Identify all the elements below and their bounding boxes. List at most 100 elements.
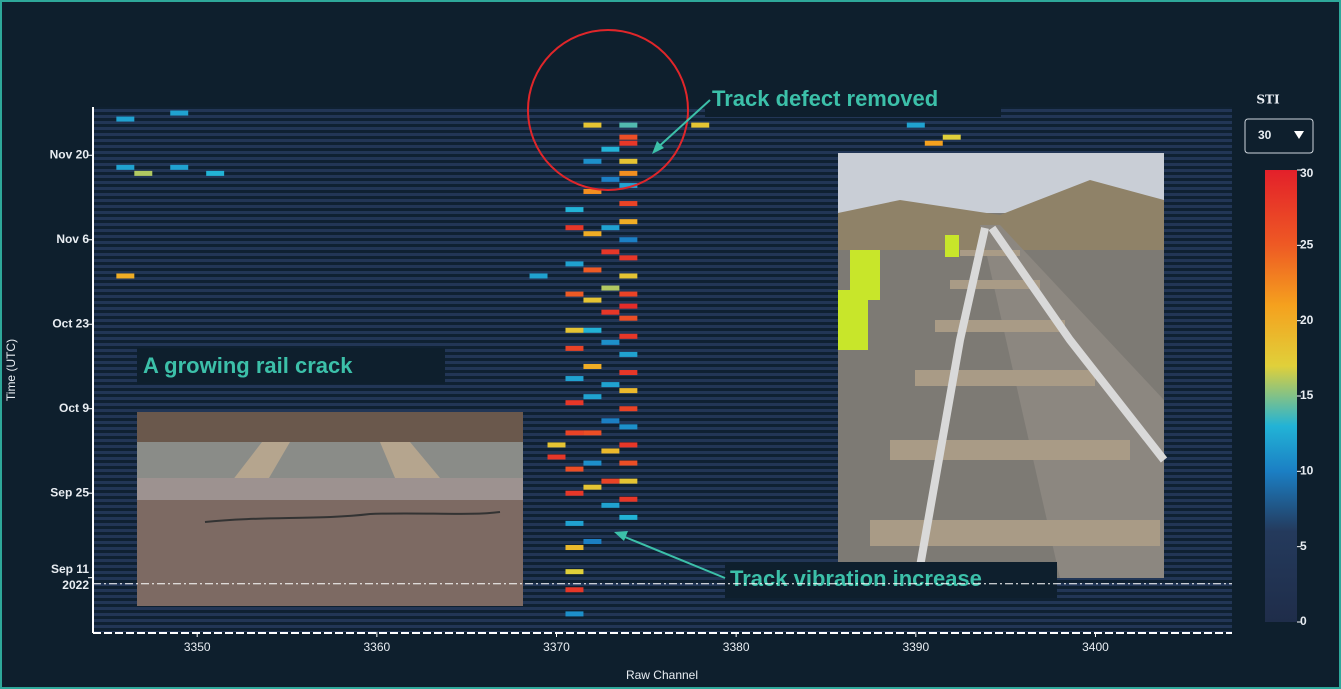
heat-cell (619, 182, 638, 188)
heat-cell (116, 164, 135, 170)
colorbar-tick-label: 10 (1300, 464, 1314, 478)
photo-track (838, 153, 1168, 579)
annotation: Track vibration increase (730, 566, 982, 591)
y-tick-label: Nov 20 (50, 147, 90, 161)
annotation: A growing rail crack (143, 353, 353, 378)
annotation: Track defect removed (712, 86, 938, 111)
heat-cell (583, 267, 602, 273)
heat-cell (601, 502, 620, 508)
heat-cell (565, 261, 584, 267)
heat-cell (565, 430, 584, 436)
heat-cell (942, 134, 961, 140)
arrow (619, 534, 726, 579)
heat-cell (565, 490, 584, 496)
heat-cell (691, 122, 710, 128)
x-tick-label: 3370 (543, 640, 570, 654)
heat-cell (619, 122, 638, 128)
heat-cell (619, 273, 638, 279)
heat-cell (619, 351, 638, 357)
heat-cell (619, 158, 638, 164)
colorbar-tick-label: 30 (1300, 166, 1314, 180)
heat-cell (601, 478, 620, 484)
heat-cell (565, 345, 584, 351)
heat-cell (619, 303, 638, 309)
heat-cell (116, 116, 135, 122)
heat-cell (619, 388, 638, 394)
heat-cell (619, 170, 638, 176)
heat-cell (583, 460, 602, 466)
heat-cell (583, 394, 602, 400)
heat-cell (565, 587, 584, 593)
colorbar-tick-label: 5 (1300, 539, 1307, 553)
heat-cell (619, 496, 638, 502)
x-tick-label: 3380 (723, 640, 750, 654)
heat-cell (601, 225, 620, 231)
arrowhead (652, 141, 664, 154)
heat-cell (601, 418, 620, 424)
heat-cell (619, 201, 638, 207)
colorbar (1265, 170, 1297, 622)
x-tick-label: 3400 (1082, 640, 1109, 654)
heat-cell (619, 237, 638, 243)
heat-cell (619, 291, 638, 297)
annotation-box (137, 83, 1057, 598)
x-axis-label: Raw Channel (626, 668, 698, 682)
heat-cell (619, 370, 638, 376)
heat-cell (601, 448, 620, 454)
heat-cell (134, 170, 153, 176)
heat-cell (565, 520, 584, 526)
heat-cell (206, 170, 225, 176)
heat-cell (583, 158, 602, 164)
photo-rail-crack (137, 412, 523, 606)
heat-cell (583, 188, 602, 194)
heat-cell (619, 478, 638, 484)
y-tick-label: Sep 11 (51, 562, 89, 576)
heat-cell (601, 339, 620, 345)
heat-cell (583, 430, 602, 436)
heat-cell (583, 122, 602, 128)
heat-cell (583, 363, 602, 369)
heat-cell (601, 309, 620, 315)
heat-cell (619, 442, 638, 448)
arrowhead (614, 531, 628, 541)
heat-cell (565, 376, 584, 382)
heat-cell (170, 164, 189, 170)
heat-cell (619, 219, 638, 225)
heat-cell (565, 545, 584, 551)
heat-cell (601, 285, 620, 291)
colorbar-tick-label: 15 (1300, 388, 1314, 402)
heat-cell (565, 207, 584, 213)
dropdown-arrow[interactable] (1294, 131, 1304, 139)
dropdown-value[interactable]: 30 (1258, 128, 1272, 142)
heat-cell (583, 484, 602, 490)
y-year-label: 2022 (62, 578, 89, 592)
heat-cell (906, 122, 925, 128)
y-tick-label: Oct 23 (52, 316, 89, 330)
heat-cell (583, 297, 602, 303)
heat-cell (924, 140, 943, 146)
heat-cell (529, 273, 548, 279)
highlight-circle (527, 29, 689, 191)
heat-cell (565, 291, 584, 297)
y-axis-label: Time (UTC) (4, 339, 18, 401)
x-tick-label: 3390 (902, 640, 929, 654)
heat-cell (619, 406, 638, 412)
dropdown[interactable] (1244, 118, 1314, 154)
heat-cell (601, 146, 620, 152)
heat-cell (547, 454, 566, 460)
colorbar-tick-label: 0 (1300, 614, 1307, 628)
cells (116, 110, 961, 617)
heat-cell (601, 176, 620, 182)
heat-cell (619, 140, 638, 146)
heat-cell (619, 255, 638, 261)
heat-cell (583, 231, 602, 237)
y-tick-label: Sep 25 (50, 485, 89, 499)
heat-cell (565, 611, 584, 617)
colorbar-tick-label: 20 (1300, 313, 1314, 327)
heat-cell (547, 442, 566, 448)
heat-cell (116, 273, 135, 279)
y-tick-label: Oct 9 (59, 401, 89, 415)
heat-cell (565, 225, 584, 231)
heat-cell (619, 315, 638, 321)
